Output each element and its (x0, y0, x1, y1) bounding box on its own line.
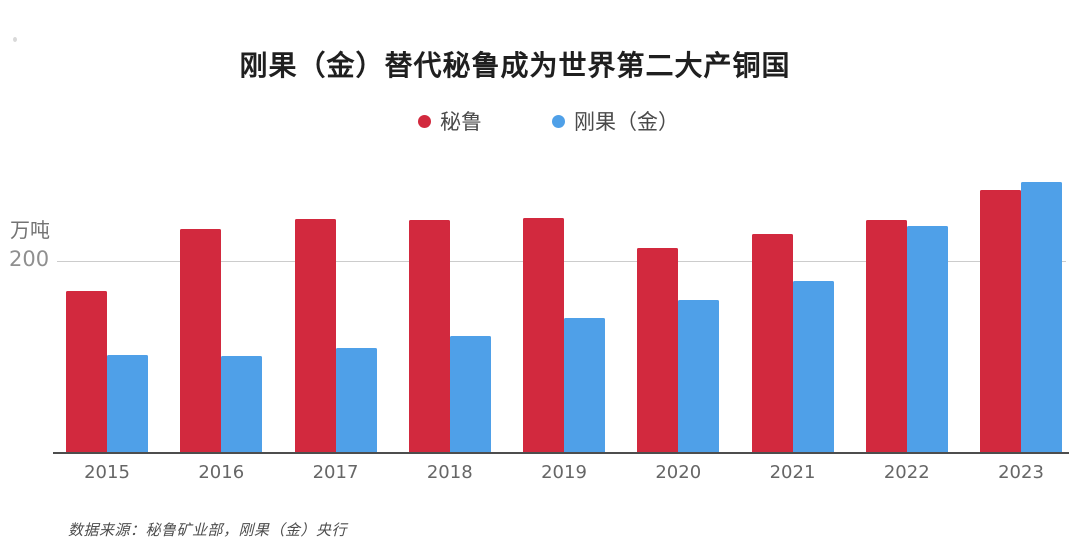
x-axis-label-2016: 2016 (198, 462, 245, 483)
bar-刚果（金）-2018 (449, 335, 491, 453)
y-axis-unit-label: 万吨 (10, 218, 50, 242)
bar-group-2022 (865, 167, 948, 453)
bar-秘鲁-2022 (865, 220, 907, 453)
bar-秘鲁-2021 (751, 233, 793, 453)
x-axis-label-2020: 2020 (655, 462, 702, 483)
legend-label: 刚果（金） (574, 110, 679, 134)
legend-label: 秘鲁 (440, 110, 482, 134)
x-axis-label-2018: 2018 (426, 462, 473, 483)
bar-group-2021 (751, 167, 834, 453)
bar-秘鲁-2023 (980, 189, 1021, 453)
bar-group-2015 (66, 167, 148, 453)
x-axis-label-2023: 2023 (998, 462, 1044, 483)
x-axis-label-2015: 2015 (84, 462, 130, 483)
bar-group-2023 (980, 167, 1062, 453)
source-note: 数据来源：秘鲁矿业部，刚果（金）央行 (68, 521, 348, 539)
plot-area (66, 167, 1062, 453)
legend-dot-icon (418, 114, 431, 128)
bar-group-2016 (180, 167, 263, 453)
bar-group-2018 (408, 167, 491, 453)
bar-秘鲁-2017 (294, 219, 336, 453)
x-axis-label-2019: 2019 (541, 462, 587, 483)
chart-title: 刚果（金）替代秘鲁成为世界第二大产铜国 (239, 49, 791, 82)
bar-刚果（金）-2023 (1021, 182, 1062, 453)
bar-刚果（金）-2019 (564, 317, 605, 453)
legend: 秘鲁 刚果（金） (418, 106, 679, 136)
bar-刚果（金）-2016 (221, 355, 263, 453)
bar-刚果（金）-2017 (335, 348, 377, 453)
bar-group-2019 (523, 167, 605, 453)
bar-刚果（金）-2015 (107, 354, 148, 453)
bar-刚果（金）-2021 (792, 281, 834, 453)
x-axis-label-2021: 2021 (769, 462, 816, 483)
bar-group-2020 (637, 167, 720, 453)
y-axis-tick-label: 200 (9, 247, 50, 271)
bar-刚果（金）-2022 (906, 226, 948, 453)
bar-秘鲁-2020 (637, 248, 679, 453)
x-axis-label-2022: 2022 (883, 462, 930, 483)
bar-刚果（金）-2020 (678, 300, 720, 453)
bar-秘鲁-2019 (523, 218, 564, 453)
x-axis-line (53, 452, 1069, 454)
bar-秘鲁-2018 (408, 220, 450, 453)
x-axis-labels: 2015 2016 2017 2018 2019 2020 2021 2022 2023 (66, 462, 1062, 483)
bar-group-2017 (294, 167, 377, 453)
x-axis-label-2017: 2017 (312, 462, 359, 483)
stray-mark (13, 37, 17, 42)
bar-秘鲁-2015 (66, 290, 107, 453)
bar-秘鲁-2016 (180, 228, 222, 453)
legend-item-1: 刚果（金） (552, 106, 679, 136)
legend-item-0: 秘鲁 (418, 106, 482, 136)
legend-dot-icon (552, 114, 565, 128)
